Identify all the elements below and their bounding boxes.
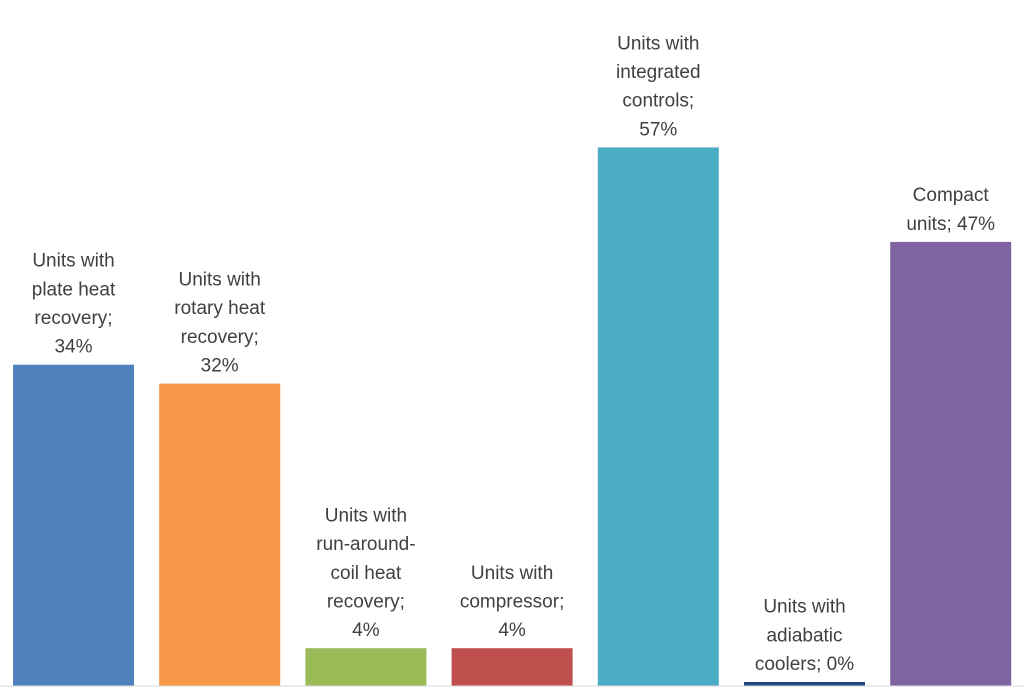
data-label-4: Units with compressor; 4%	[460, 563, 565, 641]
data-label-line: 4%	[498, 620, 526, 641]
data-label-line: coil heat	[331, 563, 402, 584]
data-label-7: Compact units; 47%	[906, 185, 995, 235]
data-label-line: recovery;	[181, 327, 259, 348]
data-label-line: Units with	[617, 33, 699, 54]
data-label-line: plate heat	[32, 279, 116, 300]
data-label-line: Units with	[325, 505, 407, 526]
data-label-line: 4%	[352, 620, 380, 641]
data-label-line: units; 47%	[906, 214, 995, 235]
data-label-line: Units with	[179, 270, 261, 291]
data-label-5: Units with integrated controls; 57%	[616, 33, 701, 140]
data-label-line: 57%	[639, 119, 677, 140]
data-label-line: 32%	[201, 356, 239, 377]
data-label-line: coolers; 0%	[755, 654, 854, 675]
bar-5	[597, 147, 719, 686]
bars-group	[13, 147, 1012, 686]
data-label-1: Units with plate heat recovery; 34%	[32, 251, 116, 358]
data-label-line: Units with	[471, 563, 553, 584]
data-label-line: Compact	[913, 185, 990, 206]
data-label-line: rotary heat	[174, 298, 266, 319]
data-label-3: Units with run-around-coil heat recovery; 4…	[316, 505, 415, 641]
data-label-6: Units with adiabatic coolers; 0%	[755, 597, 854, 675]
bar-3	[305, 648, 427, 686]
data-label-line: Units with	[763, 597, 845, 618]
data-label-line: compressor;	[460, 592, 565, 613]
data-label-line: recovery;	[327, 592, 405, 613]
bar-7	[890, 241, 1012, 686]
data-label-line: 34%	[54, 337, 92, 358]
data-label-2: Units with rotary heat recovery; 32%	[174, 270, 266, 377]
bar-2	[159, 383, 281, 686]
data-label-line: Units with	[32, 251, 114, 272]
bar-1	[13, 364, 134, 686]
data-label-line: integrated	[616, 62, 701, 83]
bar-6	[744, 682, 865, 686]
data-label-line: run-around-	[316, 534, 415, 555]
data-label-line: adiabatic	[766, 625, 842, 646]
data-labels-group: Units with plate heat recovery; 34%Units wi…	[32, 33, 995, 675]
data-label-line: recovery;	[34, 308, 112, 329]
bar-4	[451, 648, 573, 686]
data-label-line: controls;	[622, 91, 694, 112]
